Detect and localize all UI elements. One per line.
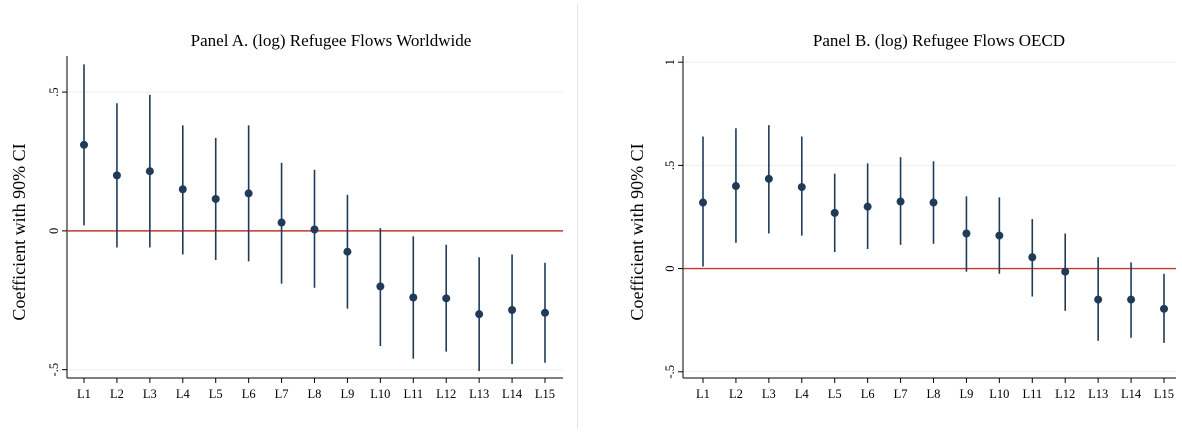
- panel-a-y-tick-label: 0: [47, 228, 61, 234]
- panel-b-y-axis-label: Coefficient with 90% CI: [627, 143, 647, 320]
- panel-b-y-tick-label: 1: [663, 59, 677, 65]
- panel-a-y-axis-label: Coefficient with 90% CI: [9, 143, 29, 320]
- panel-b-x-tick-label: L6: [861, 387, 875, 401]
- panel-a-point: [541, 308, 549, 317]
- panel-a-x-tick-label: L14: [502, 387, 523, 401]
- panel-a-x-tick-label: L6: [242, 387, 256, 401]
- panel-b-y-tick-label: .5: [663, 161, 677, 170]
- panel-b-point: [995, 231, 1004, 240]
- panel-a-x-tick-label: L1: [77, 387, 91, 401]
- panel-a-chart: Panel A. (log) Refugee Flows Worldwide C…: [0, 0, 580, 433]
- panel-a-point: [442, 294, 451, 303]
- panel-b-x-tick-label: L2: [729, 387, 743, 401]
- panel-a-x-tick-label: L9: [340, 387, 354, 401]
- panel-divider: [577, 4, 578, 429]
- panel-b-x-tick-label: L8: [927, 387, 941, 401]
- panel-b-point: [731, 182, 740, 191]
- panel-a-point: [244, 189, 253, 198]
- panel-b-point: [1160, 304, 1168, 313]
- panel-a-y-tick-label: -.5: [47, 363, 61, 377]
- panel-b-chart: Panel B. (log) Refugee Flows OECD Coeffi…: [590, 0, 1182, 433]
- panel-a-x-tick-label: L2: [110, 387, 124, 401]
- panel-a-x-tick-label: L4: [176, 387, 191, 401]
- panel-a-point: [178, 185, 187, 194]
- panel-b-x-tick-label: L14: [1121, 387, 1142, 401]
- panel-a-point: [376, 282, 385, 291]
- panel-b-x-tick-label: L15: [1154, 387, 1174, 401]
- panel-b-y-tick-label: 0: [663, 265, 677, 271]
- panel-b-point: [1094, 295, 1103, 304]
- panel-b-title: Panel B. (log) Refugee Flows OECD: [813, 31, 1065, 50]
- panel-b-point: [929, 198, 938, 207]
- panel-a-title: Panel A. (log) Refugee Flows Worldwide: [191, 31, 472, 50]
- panel-b-point: [1127, 295, 1136, 304]
- panel-a-point: [80, 140, 88, 149]
- panel-a-point: [343, 247, 352, 256]
- panel-b-svg: Panel B. (log) Refugee Flows OECD Coeffi…: [627, 31, 1176, 401]
- panel-b-point: [1028, 253, 1037, 262]
- panel-b-x-tick-label: L5: [828, 387, 842, 401]
- panel-a-x-tick-label: L11: [403, 387, 423, 401]
- panel-b-x-tick-label: L13: [1088, 387, 1108, 401]
- panel-a-y-tick-label: .5: [47, 87, 61, 96]
- panel-a-x-tick-label: L8: [308, 387, 322, 401]
- panel-a-svg: Panel A. (log) Refugee Flows Worldwide C…: [9, 31, 563, 401]
- panel-a-point: [508, 305, 517, 314]
- panel-b-point: [1061, 267, 1070, 276]
- panel-b-point: [699, 198, 707, 207]
- panel-a-point: [112, 171, 121, 180]
- panel-b-x-tick-label: L3: [762, 387, 776, 401]
- panel-b-x-tick-label: L12: [1055, 387, 1075, 401]
- panel-a-x-tick-label: L15: [535, 387, 555, 401]
- panel-a-point: [277, 218, 286, 227]
- panel-a-point: [211, 194, 220, 203]
- panel-a-x-tick-label: L10: [370, 387, 390, 401]
- panel-b-x-tick-label: L10: [989, 387, 1009, 401]
- panel-b-point: [764, 174, 773, 183]
- panel-b-point: [797, 183, 806, 192]
- panel-a-x-tick-label: L5: [209, 387, 223, 401]
- panel-a-point: [145, 167, 154, 176]
- panel-a-point: [409, 293, 418, 302]
- panel-a-x-tick-label: L3: [143, 387, 157, 401]
- panel-b-point: [863, 202, 872, 211]
- panel-b-point: [962, 229, 971, 238]
- panel-b-x-tick-label: L4: [795, 387, 810, 401]
- panel-a-point: [310, 225, 319, 234]
- panel-b-point: [830, 208, 839, 217]
- panel-b-x-tick-label: L7: [894, 387, 908, 401]
- panel-b-x-tick-label: L1: [696, 387, 710, 401]
- panel-b-x-tick-label: L11: [1022, 387, 1042, 401]
- panel-a-x-tick-label: L7: [275, 387, 289, 401]
- panel-b-x-tick-label: L9: [959, 387, 973, 401]
- panel-a-x-tick-label: L12: [436, 387, 456, 401]
- panel-a-point: [475, 310, 484, 319]
- panel-a-x-tick-label: L13: [469, 387, 489, 401]
- panel-b-y-tick-label: -.5: [663, 365, 677, 379]
- panel-b-point: [896, 197, 905, 206]
